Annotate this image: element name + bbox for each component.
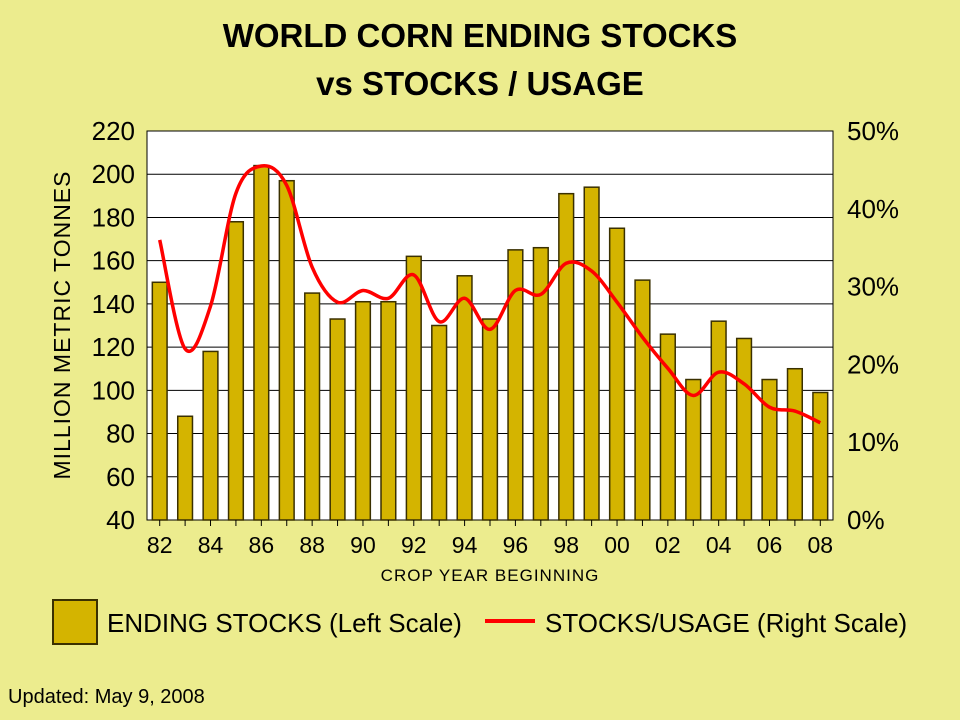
x-tick-02: 02 xyxy=(655,532,681,558)
bar-04 xyxy=(710,320,727,521)
x-tick-06: 06 xyxy=(757,532,783,558)
x-tick-08: 08 xyxy=(807,532,833,558)
bar-89 xyxy=(329,318,346,521)
bar-83 xyxy=(176,415,194,521)
x-tick-94: 94 xyxy=(452,532,478,558)
x-tick-82: 82 xyxy=(147,532,173,558)
bar-99 xyxy=(583,186,600,521)
bar-85 xyxy=(227,221,245,521)
left-tick-120: 120 xyxy=(92,332,135,362)
stocks-usage-line xyxy=(157,164,822,425)
left-tick-80: 80 xyxy=(106,419,135,449)
bar-82 xyxy=(151,281,168,521)
bar-88 xyxy=(304,292,321,521)
left-tick-200: 200 xyxy=(92,159,135,189)
x-axis-label: CROP YEAR BEGINNING xyxy=(381,566,600,585)
x-tick-92: 92 xyxy=(401,532,427,558)
left-tick-40: 40 xyxy=(106,505,135,535)
bar-90 xyxy=(354,300,372,521)
y-axis-label: MILLION METRIC TONNES xyxy=(49,171,75,480)
bar-92 xyxy=(405,255,422,521)
x-tick-84: 84 xyxy=(198,532,224,558)
bar-08 xyxy=(812,391,829,521)
bar-series xyxy=(151,164,829,521)
x-tick-90: 90 xyxy=(350,532,376,558)
legend: ENDING STOCKS (Left Scale) STOCKS/USAGE … xyxy=(52,599,907,645)
bar-06 xyxy=(761,378,778,521)
right-tick-20: 20% xyxy=(847,349,899,379)
x-tick-04: 04 xyxy=(706,532,732,558)
right-tick-10: 10% xyxy=(847,427,899,457)
legend-swatch-bars xyxy=(52,599,98,645)
x-tick-00: 00 xyxy=(604,532,630,558)
x-tick-96: 96 xyxy=(503,532,529,558)
x-tick-98: 98 xyxy=(553,532,579,558)
left-axis-ticks: 40 60 80 100 120 140 160 180 200 220 xyxy=(92,116,135,535)
x-tick-88: 88 xyxy=(299,532,325,558)
bar-00 xyxy=(608,227,626,521)
bar-01 xyxy=(634,279,651,521)
legend-label-bars: ENDING STOCKS (Left Scale) xyxy=(107,608,462,638)
x-axis-ticks: 82 84 86 88 90 92 94 96 98 00 02 04 06 08 xyxy=(147,520,833,558)
updated-note: Updated: May 9, 2008 xyxy=(8,686,205,708)
bar-98 xyxy=(558,192,575,521)
bar-95 xyxy=(481,318,499,521)
right-tick-50: 50% xyxy=(847,116,899,146)
bar-86 xyxy=(253,164,270,521)
left-tick-140: 140 xyxy=(92,289,135,319)
bar-94 xyxy=(456,275,473,521)
bar-03 xyxy=(685,378,702,521)
right-tick-0: 0% xyxy=(847,505,885,535)
right-tick-30: 30% xyxy=(847,272,899,302)
bar-93 xyxy=(431,324,448,521)
left-tick-160: 160 xyxy=(92,246,135,276)
right-axis-ticks: 0% 10% 20% 30% 40% 50% xyxy=(847,116,899,535)
chart-subtitle: vs STOCKS / USAGE xyxy=(316,65,644,102)
left-tick-220: 220 xyxy=(92,116,135,146)
x-tick-86: 86 xyxy=(249,532,275,558)
right-tick-40: 40% xyxy=(847,194,899,224)
bar-87 xyxy=(278,179,295,521)
bar-05 xyxy=(735,337,753,521)
left-tick-60: 60 xyxy=(106,462,135,492)
legend-label-line: STOCKS/USAGE (Right Scale) xyxy=(545,608,907,638)
bar-07 xyxy=(786,367,804,521)
bar-84 xyxy=(202,350,219,521)
line-series xyxy=(157,164,822,425)
chart-title: WORLD CORN ENDING STOCKS xyxy=(223,17,738,54)
left-tick-100: 100 xyxy=(92,375,135,405)
bar-91 xyxy=(380,300,397,521)
left-tick-180: 180 xyxy=(92,202,135,232)
